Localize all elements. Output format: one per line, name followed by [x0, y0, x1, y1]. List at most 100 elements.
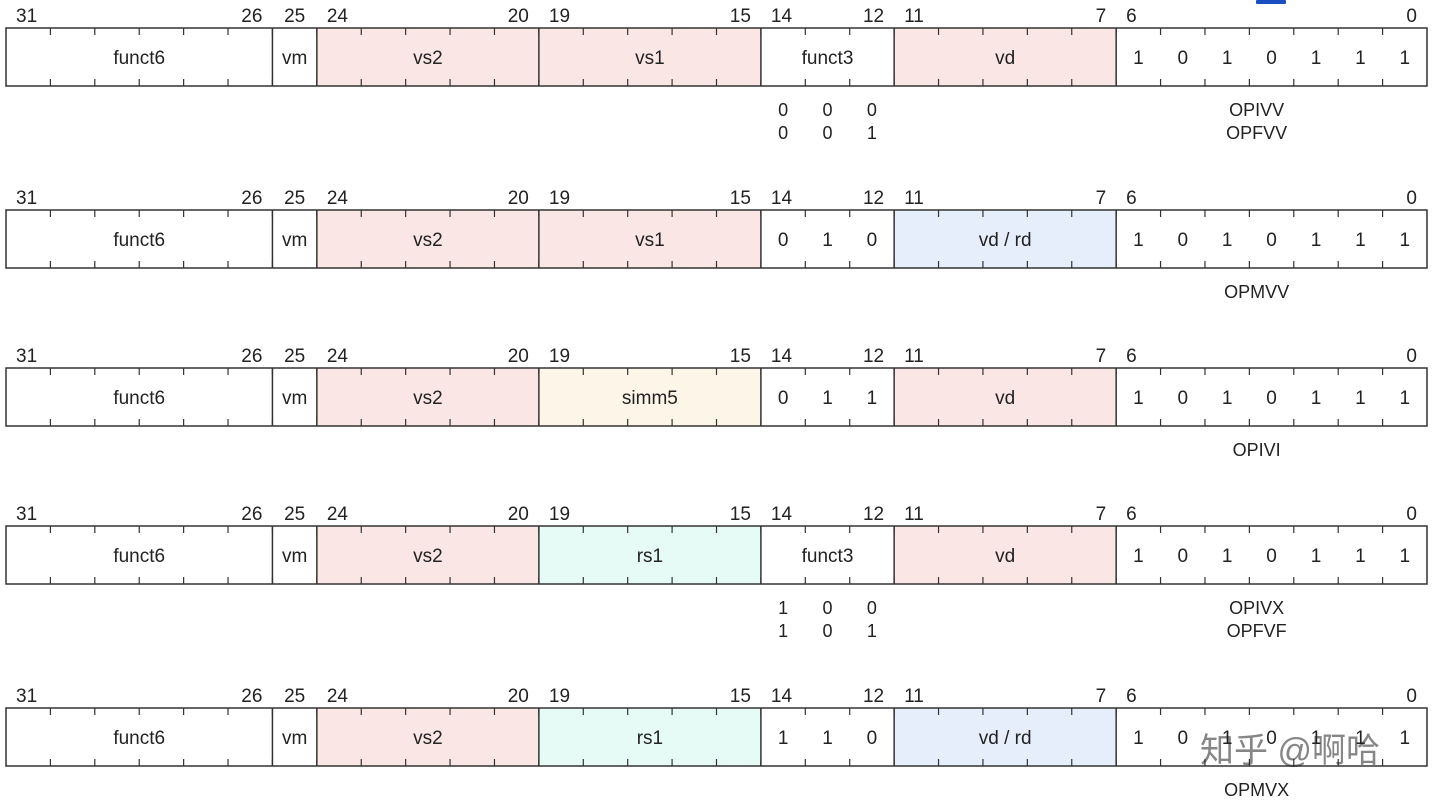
field-funct6	[6, 28, 273, 86]
field-vm	[272, 708, 317, 766]
bit-index-high: 14	[771, 504, 793, 525]
fixed-bit: 1	[1400, 388, 1411, 409]
bit-index-low: 20	[508, 686, 529, 707]
fixed-bit: 0	[1177, 388, 1188, 409]
field-vs1-or-rs1	[538, 210, 761, 268]
fixed-bit: 1	[1400, 48, 1411, 69]
fixed-bit: 1	[822, 388, 833, 409]
bit-index-low: 15	[730, 504, 751, 525]
fixed-bit: 0	[1177, 546, 1188, 567]
field-funct3	[760, 210, 895, 268]
bit-index-high: 6	[1126, 504, 1137, 525]
bit-index-high: 25	[284, 686, 305, 707]
field-vs2	[316, 526, 539, 584]
field-vd	[894, 526, 1117, 584]
fixed-bit: 0	[1266, 230, 1277, 251]
field-label: funct6	[113, 48, 165, 69]
bit-index-high: 11	[904, 686, 924, 707]
bit-index-low: 0	[1406, 686, 1417, 707]
fixed-bit: 1	[1311, 388, 1322, 409]
bit-index-high: 19	[549, 504, 570, 525]
funct3-value-bit: 0	[823, 100, 833, 120]
fixed-bit: 1	[1355, 230, 1366, 251]
funct3-value-bit: 0	[823, 598, 833, 618]
funct3-value-bit: 0	[823, 621, 833, 641]
bit-index-high: 6	[1126, 686, 1137, 707]
bit-index-high: 31	[16, 188, 37, 209]
field-label: funct3	[802, 546, 854, 567]
fixed-bit: 1	[1222, 48, 1233, 69]
fixed-bit: 0	[867, 728, 878, 749]
bit-index-high: 14	[771, 6, 793, 27]
bit-index-low: 15	[730, 346, 751, 367]
bit-index-low: 26	[241, 504, 262, 525]
bit-index-high: 11	[904, 188, 924, 209]
fixed-bit: 1	[1311, 546, 1322, 567]
bit-index-high: 14	[771, 188, 793, 209]
bit-index-high: 24	[327, 346, 349, 367]
bit-index-high: 11	[904, 6, 924, 27]
fixed-bit: 1	[1355, 728, 1366, 749]
fixed-bit: 0	[778, 388, 789, 409]
fixed-bit: 1	[1400, 230, 1411, 251]
fixed-bit: 1	[1222, 728, 1233, 749]
fixed-bit: 1	[778, 728, 789, 749]
fixed-bit: 1	[1355, 546, 1366, 567]
field-vd	[894, 708, 1117, 766]
field-label: vm	[282, 546, 307, 567]
field-funct6	[6, 210, 273, 268]
field-funct6	[6, 526, 273, 584]
format-category-name: OPFVF	[1227, 621, 1287, 641]
field-vs1-or-rs1	[538, 368, 761, 426]
bit-index-low: 0	[1406, 346, 1417, 367]
bit-index-high: 25	[284, 188, 305, 209]
field-label: vs1	[635, 230, 665, 251]
field-opcode	[1116, 708, 1427, 766]
bit-index-high: 14	[771, 686, 793, 707]
fixed-bit: 1	[1222, 388, 1233, 409]
fixed-bit: 0	[1266, 546, 1277, 567]
field-label: vd	[995, 388, 1015, 409]
bit-index-low: 7	[1096, 504, 1107, 525]
bit-index-high: 24	[327, 188, 349, 209]
bit-index-high: 24	[327, 6, 349, 27]
field-funct6	[6, 708, 273, 766]
format-category-name: OPIVV	[1229, 100, 1284, 120]
bit-index-low: 12	[863, 188, 884, 209]
bit-index-low: 26	[241, 686, 262, 707]
fixed-bit: 1	[1222, 546, 1233, 567]
bit-index-high: 11	[904, 346, 924, 367]
field-funct3	[760, 28, 895, 86]
format-category-name: OPMVV	[1224, 282, 1289, 302]
bit-index-high: 31	[16, 504, 37, 525]
field-funct6	[6, 368, 273, 426]
funct3-value-bit: 1	[867, 621, 877, 641]
field-vs1-or-rs1	[538, 28, 761, 86]
bit-index-high: 25	[284, 6, 305, 27]
fixed-bit: 0	[1177, 48, 1188, 69]
bit-index-high: 31	[16, 686, 37, 707]
fixed-bit: 0	[867, 230, 878, 251]
field-label: vm	[282, 728, 307, 749]
fixed-bit: 1	[1311, 48, 1322, 69]
fixed-bit: 1	[1400, 546, 1411, 567]
field-label: vs2	[413, 728, 443, 749]
fixed-bit: 1	[1222, 230, 1233, 251]
bit-index-low: 7	[1096, 686, 1107, 707]
field-label: vd / rd	[979, 728, 1032, 749]
bit-index-high: 31	[16, 6, 37, 27]
bit-index-high: 14	[771, 346, 793, 367]
funct3-value-bit: 1	[867, 123, 877, 143]
fixed-bit: 1	[1133, 388, 1144, 409]
bit-index-high: 11	[904, 504, 924, 525]
field-label: vm	[282, 48, 307, 69]
bit-index-low: 7	[1096, 346, 1107, 367]
bit-index-high: 19	[549, 6, 570, 27]
field-label: funct6	[113, 230, 165, 251]
field-vs2	[316, 708, 539, 766]
fixed-bit: 1	[822, 728, 833, 749]
bit-index-high: 25	[284, 346, 305, 367]
